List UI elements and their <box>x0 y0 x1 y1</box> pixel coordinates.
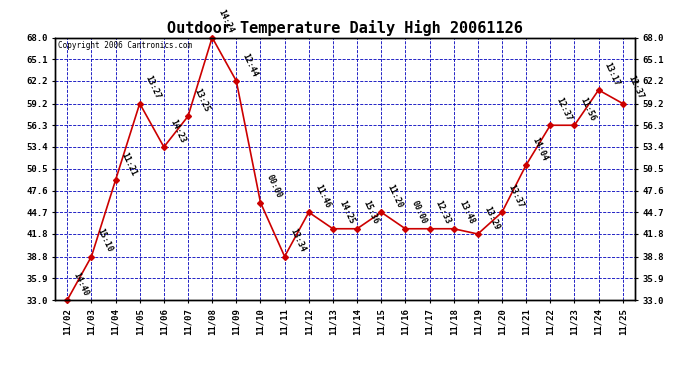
Text: 11:46: 11:46 <box>313 183 332 210</box>
Text: 14:24: 14:24 <box>217 8 235 35</box>
Text: 11:21: 11:21 <box>120 151 139 177</box>
Text: 11:20: 11:20 <box>386 183 404 210</box>
Text: 13:37: 13:37 <box>506 183 525 210</box>
Text: 12:44: 12:44 <box>241 52 259 78</box>
Text: 12:37: 12:37 <box>627 74 646 101</box>
Text: 14:25: 14:25 <box>337 200 356 226</box>
Text: 13:17: 13:17 <box>603 61 622 87</box>
Text: 13:25: 13:25 <box>193 87 211 114</box>
Text: 13:29: 13:29 <box>482 205 501 231</box>
Text: 14:04: 14:04 <box>531 136 549 162</box>
Text: 13:27: 13:27 <box>144 74 163 101</box>
Text: 12:33: 12:33 <box>434 200 453 226</box>
Text: 14:40: 14:40 <box>72 271 90 297</box>
Title: Outdoor Temperature Daily High 20061126: Outdoor Temperature Daily High 20061126 <box>167 20 523 36</box>
Text: 00:00: 00:00 <box>265 173 284 200</box>
Text: 13:34: 13:34 <box>289 227 308 254</box>
Text: 15:36: 15:36 <box>362 200 380 226</box>
Text: 00:00: 00:00 <box>410 200 428 226</box>
Text: Copyright 2006 Cantronics.com: Copyright 2006 Cantronics.com <box>58 42 193 51</box>
Text: 11:56: 11:56 <box>579 96 598 123</box>
Text: 13:48: 13:48 <box>458 200 477 226</box>
Text: 12:37: 12:37 <box>555 96 573 123</box>
Text: 14:23: 14:23 <box>168 118 187 144</box>
Text: 15:10: 15:10 <box>96 227 115 254</box>
